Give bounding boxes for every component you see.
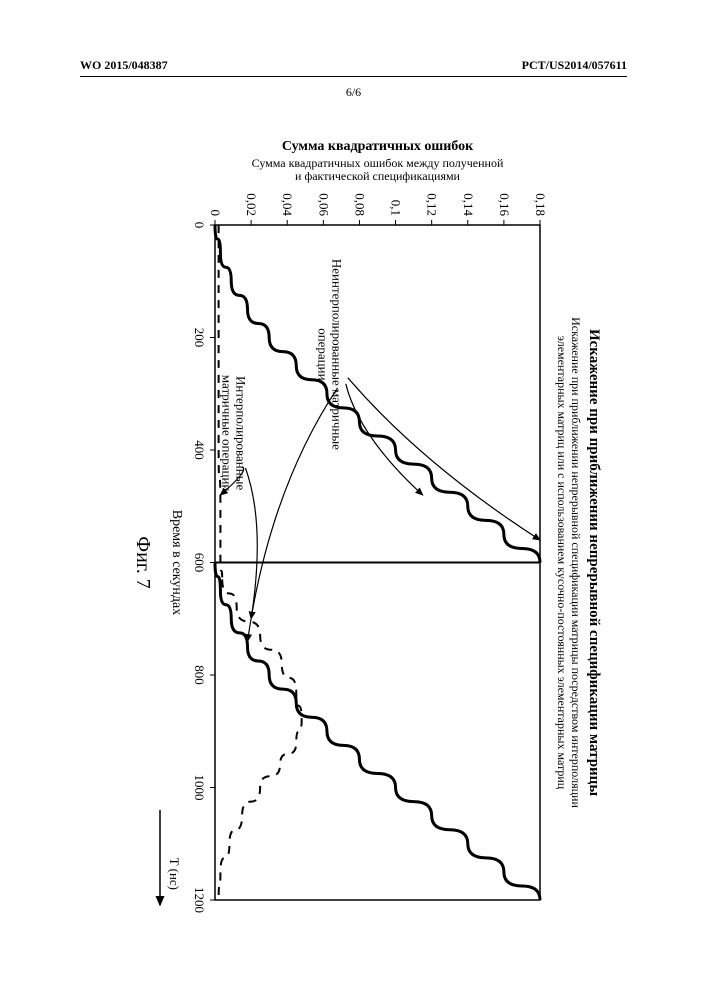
chart-subtitle-1: Искажение при приближении непрерывной сп… <box>569 317 583 808</box>
ytick-label: 0,06 <box>316 193 331 216</box>
ylabel-sub1: Сумма квадратичных ошибок между полученн… <box>252 156 504 170</box>
annotation-arrow <box>346 384 423 495</box>
chart-title: Искажение при приближении непрерывной сп… <box>586 329 602 796</box>
ytick-label: 0,18 <box>533 193 548 216</box>
figure-label: Фиг. 7 <box>132 536 154 588</box>
xlabel: Время в секундах <box>169 510 184 616</box>
annotation-arrow <box>348 378 540 540</box>
ytick-label: 0,16 <box>497 193 512 216</box>
xtick-label: 1000 <box>192 775 207 801</box>
annotation-text: операции <box>315 328 330 380</box>
ylabel: Сумма квадратичных ошибок <box>282 139 474 154</box>
xtick-label: 200 <box>192 328 207 348</box>
page-number: 6/6 <box>0 85 707 100</box>
annotation-text: матричные операции <box>220 375 235 492</box>
ytick-label: 0,12 <box>425 193 440 216</box>
header-right: PCT/US2014/057611 <box>522 58 627 73</box>
annotation-text: Интерполированные <box>234 376 249 490</box>
chart-svg: Искажение при приближении непрерывной сп… <box>90 120 610 920</box>
ytick-label: 0,14 <box>461 193 476 216</box>
header-left: WO 2015/048387 <box>80 58 168 73</box>
x-unit: T (нс) <box>167 858 182 890</box>
ytick-label: 0 <box>208 210 223 217</box>
ytick-label: 0,1 <box>389 200 404 216</box>
xtick-label: 800 <box>192 665 207 685</box>
chart-subtitle-2: элементарных матриц или с использованием… <box>555 336 569 790</box>
series-noninterp-right <box>215 563 540 901</box>
xtick-label: 600 <box>192 553 207 573</box>
header-rule <box>80 76 627 77</box>
ytick-label: 0,08 <box>352 193 367 216</box>
figure-7: Искажение при приближении непрерывной сп… <box>90 120 610 920</box>
ytick-label: 0,02 <box>244 193 259 216</box>
annotation-arrow <box>248 388 338 641</box>
ylabel-sub2: и фактической спецификациями <box>295 169 461 183</box>
xtick-label: 0 <box>192 222 207 229</box>
xtick-label: 1200 <box>192 887 207 913</box>
annotation-text: Неинтерполированные матричные <box>329 259 344 450</box>
xtick-label: 400 <box>192 440 207 460</box>
series-noninterp-left <box>215 225 540 563</box>
ytick-label: 0,04 <box>280 193 295 216</box>
